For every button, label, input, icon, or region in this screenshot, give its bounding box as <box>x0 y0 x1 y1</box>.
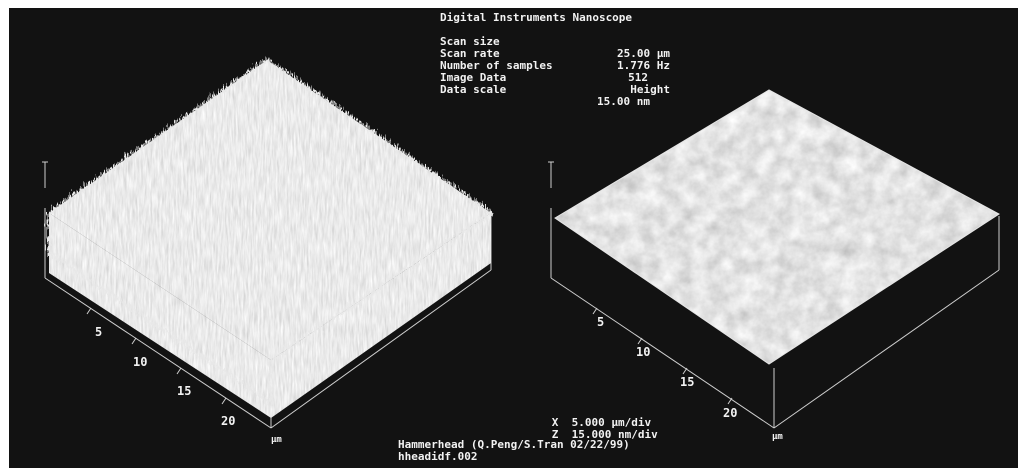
right-tick-label: 15 <box>680 375 694 389</box>
afm-image-panel: Digital Instruments Nanoscope Scan size … <box>9 8 1018 468</box>
right-surface-plot: 5 10 15 20 µm <box>548 90 999 442</box>
left-surface-plot: 5 10 15 20 µm <box>42 60 491 445</box>
file-name: hheadidf.002 <box>398 451 477 463</box>
left-tick-label: 10 <box>133 355 147 369</box>
left-tick-label: 20 <box>221 414 235 428</box>
surface-plots: 5 10 15 20 µm <box>9 8 1018 468</box>
left-unit-label: µm <box>271 435 282 445</box>
right-tick-label: 20 <box>723 406 737 420</box>
left-tick-label: 5 <box>95 325 102 339</box>
right-unit-label: µm <box>772 432 783 442</box>
right-tick-label: 10 <box>636 345 650 359</box>
right-surface-top <box>555 90 999 364</box>
left-tick-label: 15 <box>177 384 191 398</box>
right-tick-label: 5 <box>597 315 604 329</box>
